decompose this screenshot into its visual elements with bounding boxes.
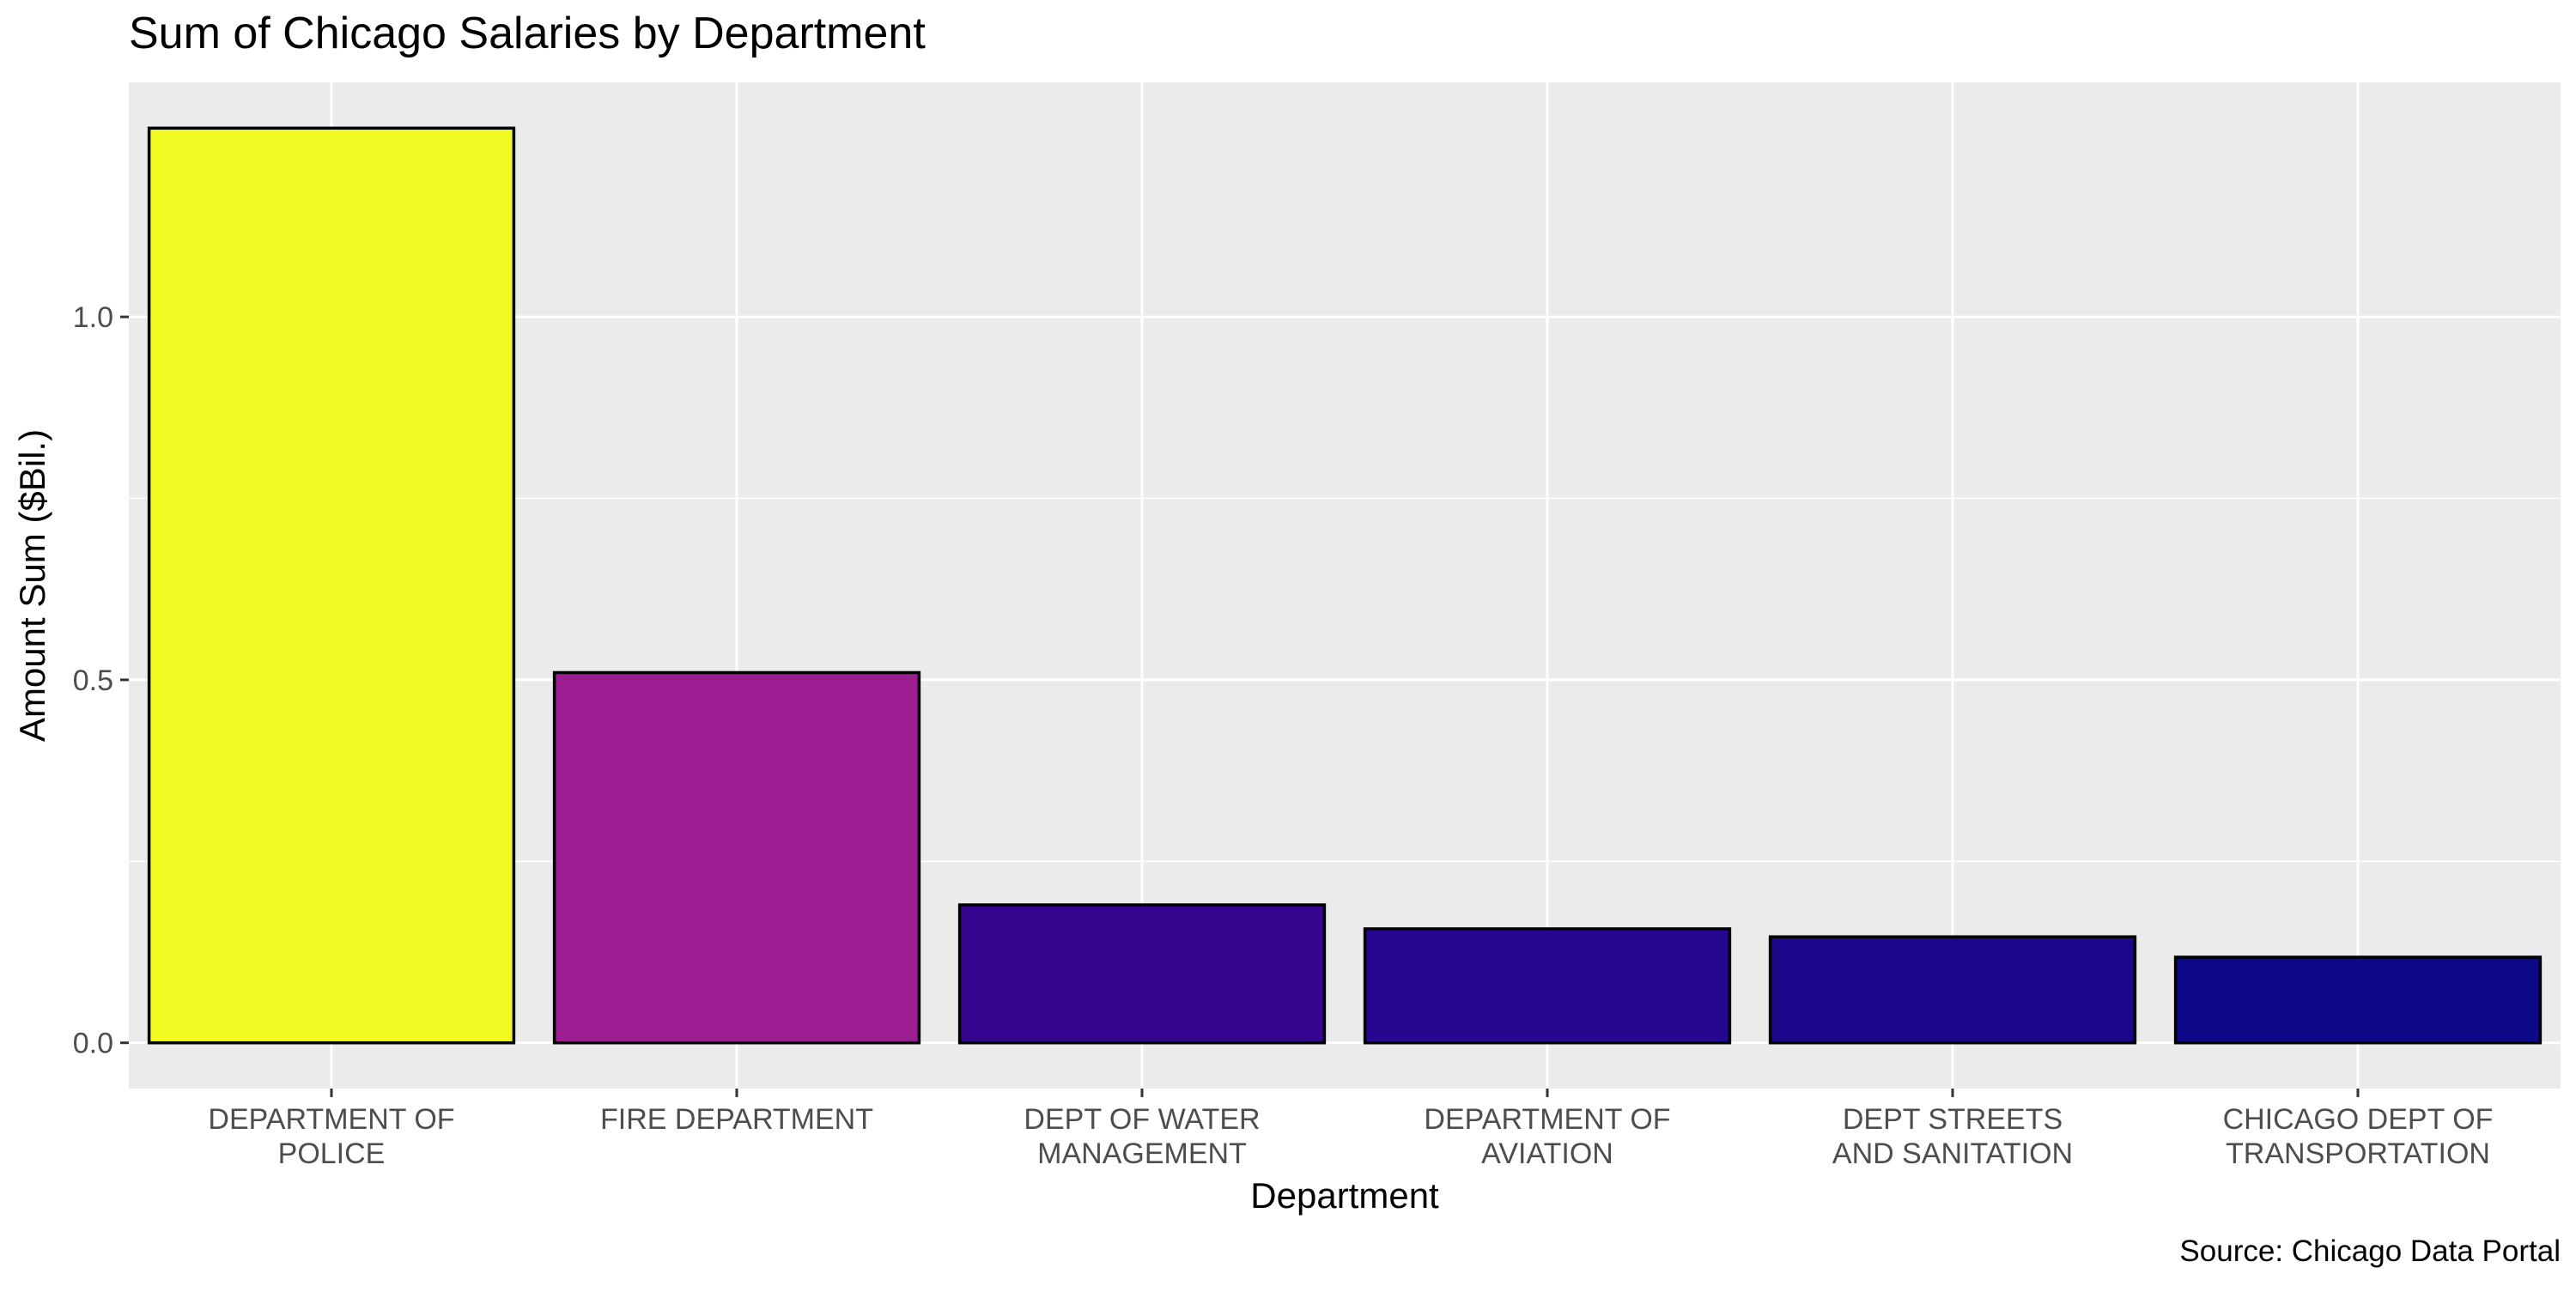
x-tick-label: FIRE DEPARTMENT [600, 1103, 873, 1136]
x-tick-label: DEPARTMENT OF POLICE [208, 1103, 454, 1170]
bar [1363, 927, 1732, 1045]
y-tick-label: 1.0 [73, 301, 113, 334]
bar [2173, 955, 2543, 1045]
bar [147, 126, 516, 1045]
bars [147, 126, 2543, 1045]
bar [1768, 935, 2137, 1045]
y-axis: 0.0 0.5 1.0 [73, 301, 129, 1060]
x-tick-label: DEPT STREETS AND SANITATION [1832, 1103, 2073, 1170]
y-tick-label: 0.5 [73, 664, 113, 697]
x-tick-label: DEPARTMENT OF AVIATION [1424, 1103, 1670, 1170]
plot-panel [129, 82, 2561, 1089]
minor-gridlines [129, 497, 2561, 863]
source-caption: Source: Chicago Data Portal [2179, 1234, 2561, 1268]
bar [957, 903, 1327, 1045]
x-axis-title: Department [1250, 1175, 1439, 1216]
x-tick-label: CHICAGO DEPT OF TRANSPORTATION [2223, 1103, 2494, 1170]
y-tick-label: 0.0 [73, 1028, 113, 1060]
x-axis: DEPARTMENT OF POLICE FIRE DEPARTMENT DEPT O… [208, 1089, 2493, 1170]
x-tick-label: DEPT OF WATER MANAGEMENT [1024, 1103, 1260, 1170]
y-axis-title: Amount Sum ($Bil.) [12, 429, 52, 742]
bar [552, 670, 921, 1045]
chart-title: Sum of Chicago Salaries by Department [129, 9, 926, 58]
